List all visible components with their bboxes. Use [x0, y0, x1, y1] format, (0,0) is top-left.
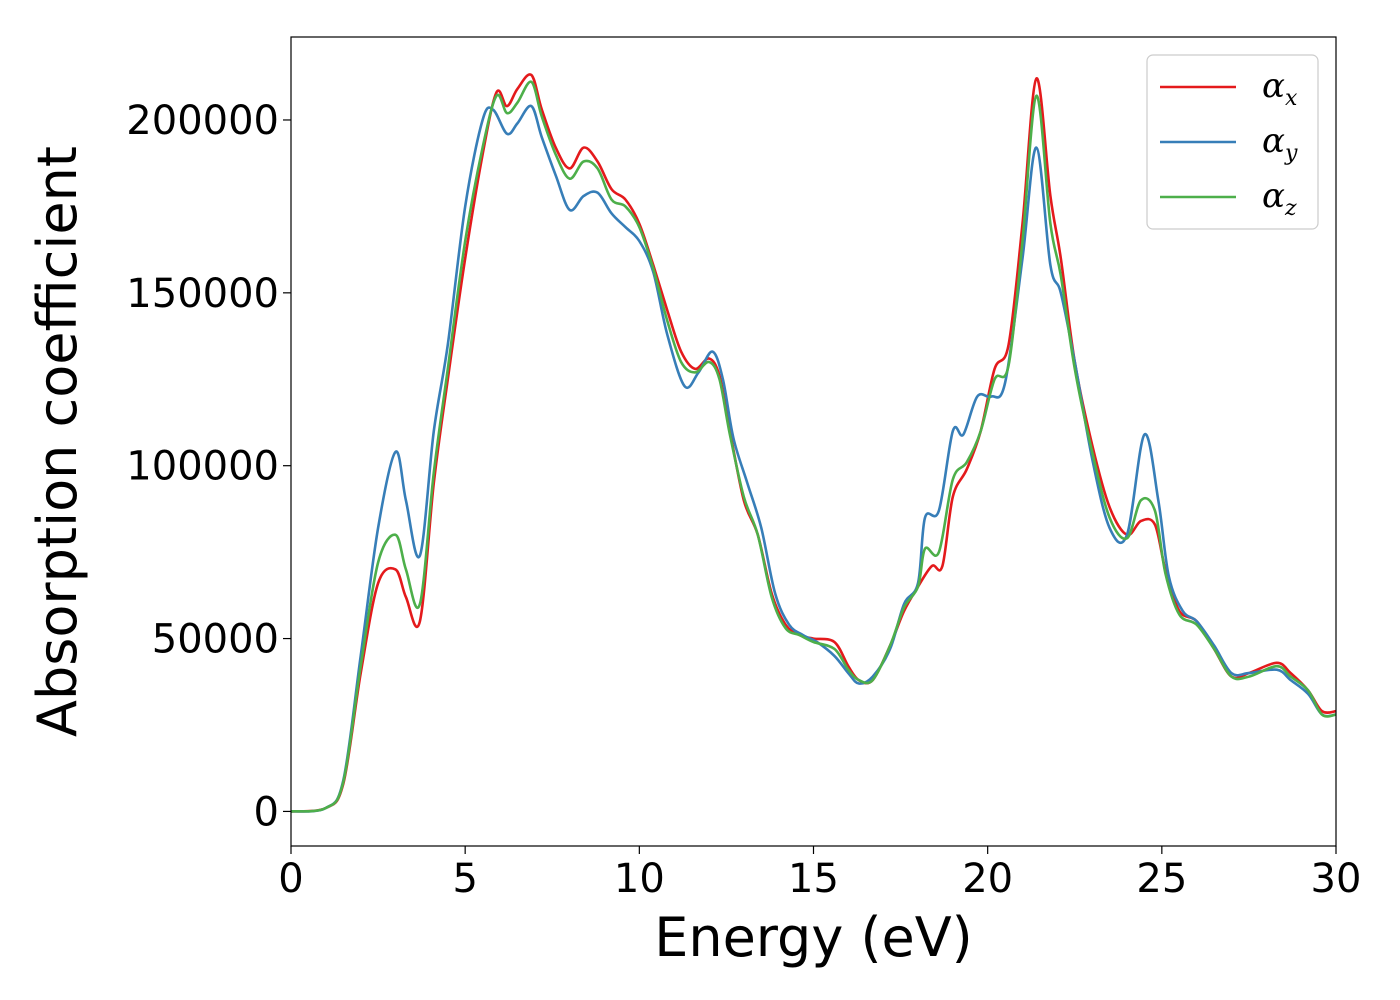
x-tick-label: 0: [278, 856, 303, 902]
x-tick-label: 25: [1136, 856, 1187, 902]
series-line-z: [290, 80, 1337, 813]
y-tick-label: 50000: [152, 617, 279, 663]
x-tick-label: 30: [1311, 856, 1362, 902]
y-tick-label: 100000: [126, 444, 279, 490]
x-tick-label: 10: [614, 856, 665, 902]
x-tick-label: 5: [452, 856, 477, 902]
series-layer: [290, 73, 1337, 813]
x-tick-label: 15: [788, 856, 839, 902]
series-line-y: [290, 104, 1337, 813]
legend-label-x: αx: [1262, 66, 1298, 111]
y-tick-label: 150000: [126, 271, 279, 317]
legend-label-z: αz: [1262, 176, 1297, 221]
x-axis-label: Energy (eV): [654, 906, 973, 969]
y-tick-label: 200000: [126, 98, 279, 144]
legend-label-y: αy: [1262, 121, 1298, 166]
axes-layer: 0 5 10 15 20 25 30 0 50000 100000 150000 200000: [126, 98, 1361, 902]
legend: αx αy αz: [1146, 54, 1319, 230]
y-axis-label: Absorption coefficient: [26, 146, 89, 737]
y-tick-label: 0: [254, 789, 279, 835]
x-tick-label: 20: [962, 856, 1013, 902]
